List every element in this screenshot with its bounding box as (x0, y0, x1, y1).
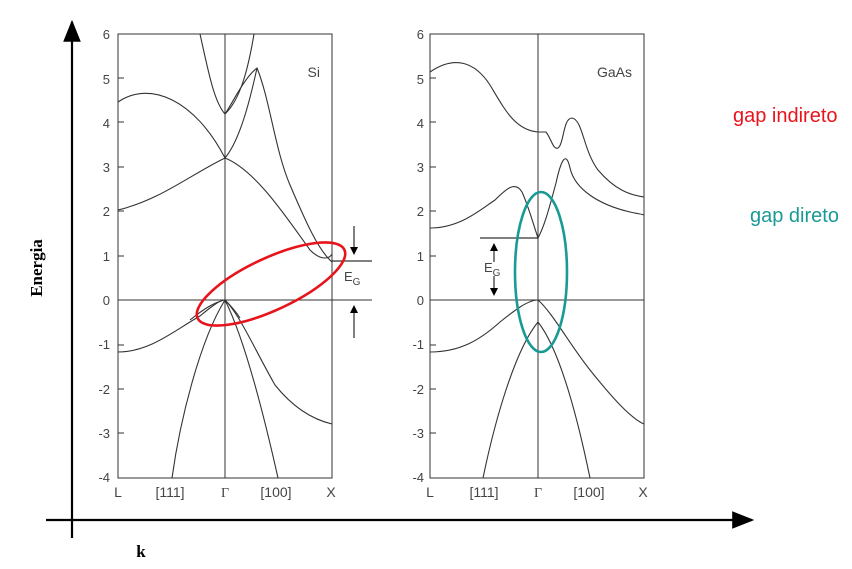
si-panel: 6 5 4 3 2 1 0 -1 -2 -3 -4 L [111] Γ [100… (98, 27, 372, 501)
gaas-x-tick-label: [100] (573, 484, 604, 500)
gaas-x-tick-label: L (426, 484, 434, 500)
si-band-curve (189, 299, 241, 321)
si-y-tick-label: 2 (103, 204, 110, 219)
gaas-x-tick-label: X (638, 484, 648, 500)
si-y-ticks: 6 5 4 3 2 1 0 -1 -2 -3 -4 (98, 27, 110, 485)
si-band-curve (117, 157, 333, 259)
si-gap-label: EG (344, 269, 361, 288)
si-x-tick-label: X (326, 484, 336, 500)
indirect-gap-ellipse (195, 241, 347, 327)
si-band-curve (224, 33, 255, 115)
si-material-label: Si (308, 64, 320, 80)
gaas-y-tick-label: 5 (417, 72, 424, 87)
gaas-band-curve (429, 299, 645, 425)
k-axis-label: k (136, 542, 146, 561)
gaas-panel: 6 5 4 3 2 1 0 -1 -2 -3 -4 L [111] Γ [100… (412, 27, 648, 501)
gaas-x-tick-label: Γ (534, 486, 542, 501)
si-y-tick-label: -2 (98, 382, 110, 397)
gaas-y-tick-label: -4 (412, 470, 424, 485)
si-y-tick-label: -4 (98, 470, 110, 485)
gaas-gap-marker (480, 237, 538, 296)
gaas-y-tick-label: 1 (417, 249, 424, 264)
gaas-y-tick-label: 4 (417, 116, 424, 131)
si-y-tick-label: 1 (103, 249, 110, 264)
gaas-y-tick-label: -2 (412, 382, 424, 397)
si-y-tick-label: 0 (103, 293, 110, 308)
gaas-y-tick-label: 0 (417, 293, 424, 308)
si-x-tick-label: [111] (155, 484, 184, 500)
gaas-material-label: GaAs (597, 64, 632, 80)
direct-gap-ellipse (513, 190, 569, 354)
gaas-y-tick-label: -1 (412, 337, 424, 352)
si-band-curve (199, 33, 333, 263)
si-x-tick-label: [100] (260, 484, 291, 500)
indirect-gap-annotation: gap indireto (733, 105, 838, 127)
si-band-curve (117, 67, 258, 159)
gaas-y-tick-label: -3 (412, 426, 424, 441)
gaas-band-curve (482, 321, 591, 479)
si-x-tick-label: Γ (221, 486, 229, 501)
gaas-x-tick-label: [111] (469, 484, 498, 500)
gaas-y-tick-label: 3 (417, 160, 424, 175)
gaas-band-curve (429, 62, 645, 198)
gaas-y-tick-label: 2 (417, 204, 424, 219)
si-x-tick-label: L (114, 484, 122, 500)
si-y-tick-label: 3 (103, 160, 110, 175)
energy-axis-label: Energia (27, 239, 46, 297)
si-gap-marker (332, 226, 372, 338)
gaas-y-tick-label: 6 (417, 27, 424, 42)
gaas-band-curve (429, 158, 645, 240)
si-y-tick-label: 6 (103, 27, 110, 42)
si-y-tick-label: 4 (103, 116, 110, 131)
si-y-tick-label: -1 (98, 337, 110, 352)
direct-gap-annotation: gap direto (750, 205, 839, 227)
gaas-gap-label: EG (484, 260, 501, 279)
si-y-tick-label: -3 (98, 426, 110, 441)
gaas-frame (429, 33, 645, 479)
si-y-tick-label: 5 (103, 72, 110, 87)
